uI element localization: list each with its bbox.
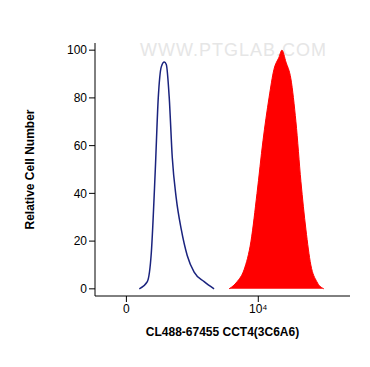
svg-text:60: 60 bbox=[74, 139, 88, 153]
svg-text:40: 40 bbox=[74, 187, 88, 201]
svg-text:10⁴: 10⁴ bbox=[249, 302, 268, 316]
html-text:WWW.PTGLAB.COM: WWW.PTGLAB.COM bbox=[140, 40, 327, 60]
svg-text:Relative Cell Number: Relative Cell Number bbox=[23, 109, 37, 229]
svg-text:0: 0 bbox=[80, 282, 87, 296]
svg-text:20: 20 bbox=[74, 234, 88, 248]
svg-text:CL488-67455 CCT4(3C6A6): CL488-67455 CCT4(3C6A6) bbox=[146, 325, 299, 339]
svg-text:100: 100 bbox=[67, 43, 87, 57]
svg-text:0: 0 bbox=[123, 302, 130, 316]
svg-text:80: 80 bbox=[74, 91, 88, 105]
